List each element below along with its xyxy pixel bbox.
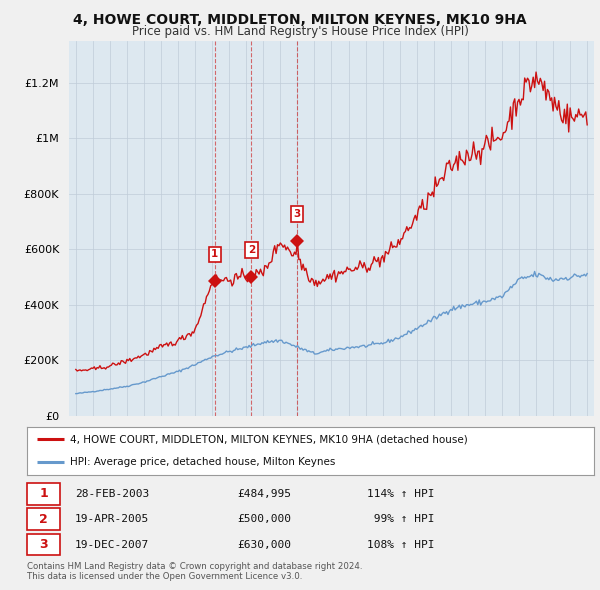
Text: £500,000: £500,000 [237,514,291,524]
Text: £484,995: £484,995 [237,489,291,499]
Text: 99% ↑ HPI: 99% ↑ HPI [367,514,434,524]
Text: 3: 3 [39,538,48,551]
Text: 19-DEC-2007: 19-DEC-2007 [75,539,149,549]
Text: £630,000: £630,000 [237,539,291,549]
Text: 4, HOWE COURT, MIDDLETON, MILTON KEYNES, MK10 9HA: 4, HOWE COURT, MIDDLETON, MILTON KEYNES,… [73,13,527,27]
Bar [27,483,60,504]
Text: 2: 2 [39,513,48,526]
Text: Price paid vs. HM Land Registry's House Price Index (HPI): Price paid vs. HM Land Registry's House … [131,25,469,38]
Text: 3: 3 [293,209,301,219]
Text: 108% ↑ HPI: 108% ↑ HPI [367,539,434,549]
Text: HPI: Average price, detached house, Milton Keynes: HPI: Average price, detached house, Milt… [70,457,335,467]
Text: 114% ↑ HPI: 114% ↑ HPI [367,489,434,499]
Text: 2: 2 [248,245,255,255]
Text: 1: 1 [39,487,48,500]
Bar [27,534,60,555]
Text: 1: 1 [211,249,218,259]
Text: 19-APR-2005: 19-APR-2005 [75,514,149,524]
Text: 4, HOWE COURT, MIDDLETON, MILTON KEYNES, MK10 9HA (detached house): 4, HOWE COURT, MIDDLETON, MILTON KEYNES,… [70,434,467,444]
Text: 28-FEB-2003: 28-FEB-2003 [75,489,149,499]
Text: Contains HM Land Registry data © Crown copyright and database right 2024.
This d: Contains HM Land Registry data © Crown c… [27,562,362,581]
Bar [27,509,60,530]
